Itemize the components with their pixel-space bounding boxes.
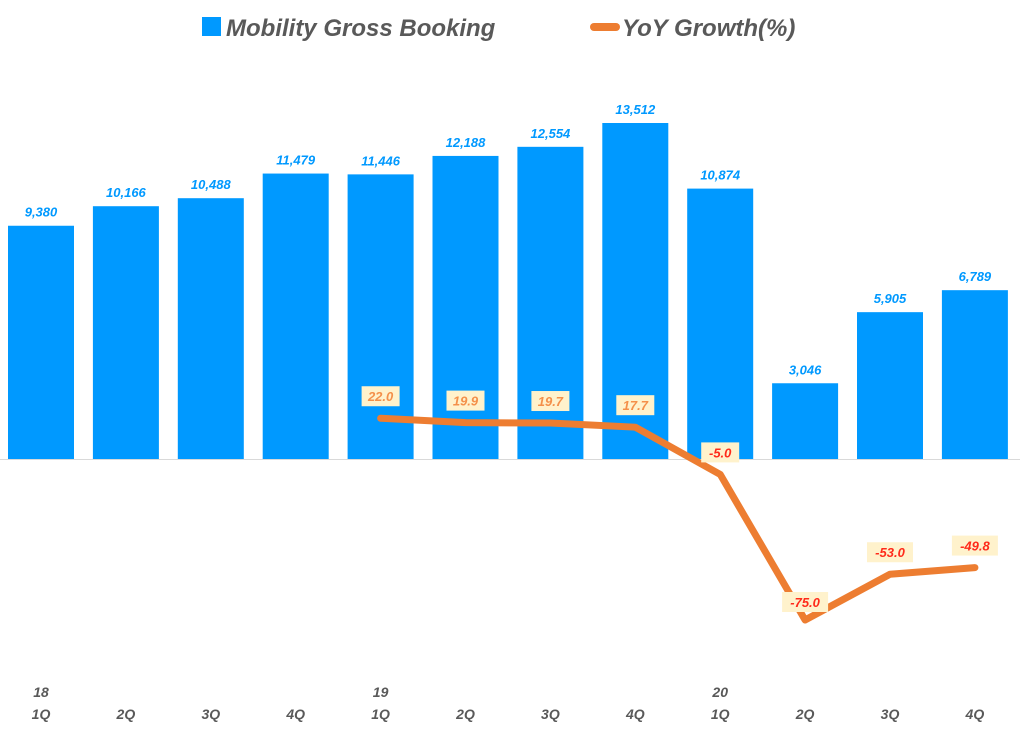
legend: Mobility Gross Booking YoY Growth(%)	[202, 15, 795, 42]
legend-label-line: YoY Growth(%)	[622, 15, 795, 42]
line-label-bg	[701, 442, 740, 463]
bar-label: 13,512	[615, 102, 656, 117]
x-tick-quarter: 4Q	[625, 706, 645, 722]
line-label-bg	[951, 535, 998, 556]
bar-label: 11,479	[276, 153, 316, 168]
yoy-line	[377, 414, 979, 624]
line-label-bg	[782, 592, 829, 612]
x-tick-quarter: 3Q	[201, 706, 220, 722]
bar	[8, 225, 74, 459]
x-tick-year: 19	[373, 684, 389, 700]
bar	[772, 383, 839, 459]
line-label: -49.8	[960, 539, 990, 554]
bar-label: 10,874	[700, 168, 741, 183]
x-tick-quarter: 1Q	[711, 706, 730, 722]
line-label: -75.0	[790, 595, 820, 610]
bar-label: 11,446	[361, 153, 401, 168]
bar-label: 5,905	[874, 291, 907, 306]
x-tick-quarter: 1Q	[371, 706, 390, 722]
x-tick-year: 20	[711, 684, 728, 700]
bar-label: 12,188	[446, 135, 487, 150]
x-tick-quarter: 2Q	[116, 706, 136, 722]
bar	[262, 173, 329, 459]
line-label-bg	[446, 390, 485, 411]
legend-swatch-bar	[202, 17, 221, 36]
line-label: 19.9	[453, 394, 479, 409]
bar	[941, 290, 1008, 459]
bar	[347, 174, 414, 460]
bar-label: 9,380	[25, 205, 58, 220]
line-label: 22.0	[367, 389, 394, 404]
bar	[177, 198, 244, 460]
x-tick-quarter: 3Q	[541, 706, 560, 722]
bar	[517, 146, 584, 459]
bar-label: 10,166	[106, 185, 147, 200]
x-tick-quarter: 4Q	[965, 706, 985, 722]
legend-label-bar: Mobility Gross Booking	[226, 15, 496, 42]
x-tick-year: 18	[33, 684, 49, 700]
line-label: 19.7	[538, 394, 564, 409]
bar	[687, 188, 754, 459]
x-tick-quarter: 4Q	[285, 706, 305, 722]
line-label-bg	[616, 395, 655, 416]
x-tick-quarter: 2Q	[795, 706, 815, 722]
line-label-bg	[531, 391, 570, 412]
bar	[857, 312, 923, 459]
bar-label: 10,488	[191, 177, 232, 192]
line-label: -53.0	[875, 545, 905, 560]
x-tick-quarter: 3Q	[881, 706, 900, 722]
line-label-bg	[361, 386, 400, 407]
line-label: 17.7	[623, 398, 649, 413]
bar-label: 6,789	[959, 269, 992, 284]
x-tick-quarter: 1Q	[32, 706, 51, 722]
bar	[92, 206, 159, 459]
bar-label: 12,554	[531, 126, 572, 141]
bar	[432, 155, 499, 459]
bar-label: 3,046	[789, 362, 822, 377]
x-tick-quarter: 2Q	[455, 706, 475, 722]
legend-swatch-line	[590, 23, 620, 31]
line-label: -5.0	[709, 445, 732, 460]
line-label-bg	[867, 542, 913, 563]
